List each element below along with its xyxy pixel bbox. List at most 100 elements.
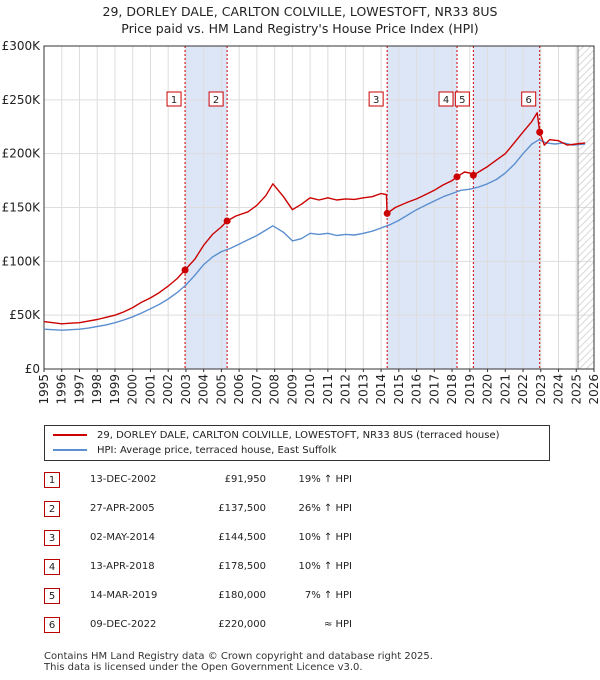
y-tick-label: £200K — [2, 147, 42, 161]
sale-box-5 — [454, 91, 470, 107]
sale-price: £144,500 — [218, 532, 266, 543]
sale-date: 27-APR-2005 — [90, 503, 155, 514]
x-tick-label: 2005 — [214, 374, 228, 405]
footer-line-1: Contains HM Land Registry data © Crown c… — [44, 651, 433, 662]
footer-line-2: This data is licensed under the Open Gov… — [44, 662, 363, 673]
legend-label-property: 29, DORLEY DALE, CARLTON COLVILLE, LOWES… — [97, 430, 500, 441]
sale-date: 09-DEC-2022 — [90, 619, 157, 630]
x-tick-label: 2021 — [498, 374, 512, 405]
hpi-line — [43, 138, 586, 331]
sale-number: 3 — [44, 530, 60, 546]
legend-swatch-property — [53, 434, 87, 436]
x-tick-label: 2002 — [161, 374, 175, 405]
sale-hpi-diff: 7% ↑ HPI — [304, 590, 352, 601]
sale-date: 14-MAR-2019 — [90, 590, 158, 601]
x-tick-label: 2001 — [143, 374, 157, 405]
y-tick-label: £50K — [9, 308, 41, 322]
x-tick-label: 2004 — [197, 374, 211, 405]
x-tick-label: 2012 — [339, 374, 353, 405]
title-line-1: 29, DORLEY DALE, CARLTON COLVILLE, LOWES… — [102, 4, 498, 19]
x-tick-label: 1997 — [72, 374, 86, 405]
sale-hpi-diff: 26% ↑ HPI — [298, 503, 352, 514]
sale-point-3 — [383, 209, 391, 217]
sale-box-label-6: 6 — [526, 95, 532, 106]
sale-price: £178,500 — [218, 561, 266, 572]
x-tick-label: 2003 — [179, 374, 193, 405]
sale-box-4 — [438, 91, 454, 107]
sale-number: 1 — [44, 472, 60, 488]
sale-number: 5 — [44, 588, 60, 604]
sale-hpi-diff: ≈ HPI — [323, 619, 352, 630]
x-tick-label: 2024 — [552, 374, 566, 405]
sale-box-3 — [368, 91, 384, 107]
sale-number: 4 — [44, 559, 60, 575]
sale-row: 2 27-APR-2005 £137,500 26% ↑ HPI — [44, 501, 404, 519]
x-tick-label: 2026 — [587, 374, 600, 405]
sale-row: 3 02-MAY-2014 £144,500 10% ↑ HPI — [44, 530, 404, 548]
sale-point-4 — [453, 173, 461, 181]
sale-hpi-diff: 10% ↑ HPI — [298, 561, 352, 572]
sale-row: 4 13-APR-2018 £178,500 10% ↑ HPI — [44, 559, 404, 577]
title-line-2: Price paid vs. HM Land Registry's House … — [121, 21, 479, 36]
sale-price: £91,950 — [224, 474, 266, 485]
sale-price: £220,000 — [218, 619, 266, 630]
legend-label-hpi: HPI: Average price, terraced house, East… — [97, 445, 337, 456]
sale-number: 6 — [44, 617, 60, 633]
x-tick-label: 2015 — [392, 374, 406, 405]
x-tick-label: 2017 — [427, 374, 441, 405]
x-tick-label: 1999 — [108, 374, 122, 405]
sale-number: 2 — [44, 501, 60, 517]
y-tick-label: £250K — [2, 93, 42, 107]
legend-swatch-hpi — [53, 449, 87, 451]
sale-date: 13-DEC-2002 — [90, 474, 157, 485]
sale-box-2 — [208, 91, 224, 107]
sale-hpi-diff: 19% ↑ HPI — [298, 474, 352, 485]
plot-frame — [43, 45, 595, 370]
sale-price: £137,500 — [218, 503, 266, 514]
sale-box-label-4: 4 — [443, 95, 449, 106]
x-tick-label: 2007 — [250, 374, 264, 405]
sale-point-5 — [469, 171, 477, 179]
sale-box-1 — [166, 91, 182, 107]
sale-point-2 — [223, 217, 231, 225]
sale-date: 13-APR-2018 — [90, 561, 155, 572]
sale-box-label-5: 5 — [459, 95, 465, 106]
x-tick-label: 2019 — [463, 374, 477, 405]
chart-title: 29, DORLEY DALE, CARLTON COLVILLE, LOWES… — [0, 3, 600, 37]
x-tick-label: 2018 — [445, 374, 459, 405]
sale-hpi-diff: 10% ↑ HPI — [298, 532, 352, 543]
legend: 29, DORLEY DALE, CARLTON COLVILLE, LOWES… — [44, 425, 550, 461]
x-tick-label: 2011 — [321, 374, 335, 405]
y-tick-label: £300K — [2, 39, 42, 53]
sale-row: 6 09-DEC-2022 £220,000 ≈ HPI — [44, 617, 404, 635]
x-tick-label: 2025 — [569, 374, 583, 405]
property-price-line — [43, 112, 586, 325]
x-tick-label: 2023 — [534, 374, 548, 405]
y-tick-label: £150K — [2, 201, 42, 215]
sale-point-1 — [181, 266, 189, 274]
sale-box-6 — [521, 91, 537, 107]
x-tick-label: 1995 — [37, 374, 51, 405]
legend-item-hpi: HPI: Average price, terraced house, East… — [53, 444, 337, 458]
sale-point-6 — [536, 128, 544, 136]
x-tick-label: 2006 — [232, 374, 246, 405]
x-tick-label: 2010 — [303, 374, 317, 405]
sale-box-label-2: 2 — [213, 95, 219, 106]
x-tick-label: 2022 — [516, 374, 530, 405]
x-tick-label: 2020 — [481, 374, 495, 405]
forecast-region — [578, 46, 594, 369]
y-tick-label: £0 — [25, 362, 40, 376]
x-tick-label: 2013 — [356, 374, 370, 405]
x-tick-label: 2016 — [410, 374, 424, 405]
legend-item-property: 29, DORLEY DALE, CARLTON COLVILLE, LOWES… — [53, 429, 500, 443]
sale-price: £180,000 — [218, 590, 266, 601]
x-tick-label: 2000 — [126, 374, 140, 405]
sale-row: 1 13-DEC-2002 £91,950 19% ↑ HPI — [44, 472, 404, 490]
x-tick-label: 2009 — [285, 374, 299, 405]
y-tick-label: £100K — [2, 254, 42, 268]
sale-box-label-1: 1 — [171, 95, 177, 106]
sale-date: 02-MAY-2014 — [90, 532, 156, 543]
x-tick-label: 2008 — [268, 374, 282, 405]
x-tick-label: 2014 — [374, 374, 388, 405]
